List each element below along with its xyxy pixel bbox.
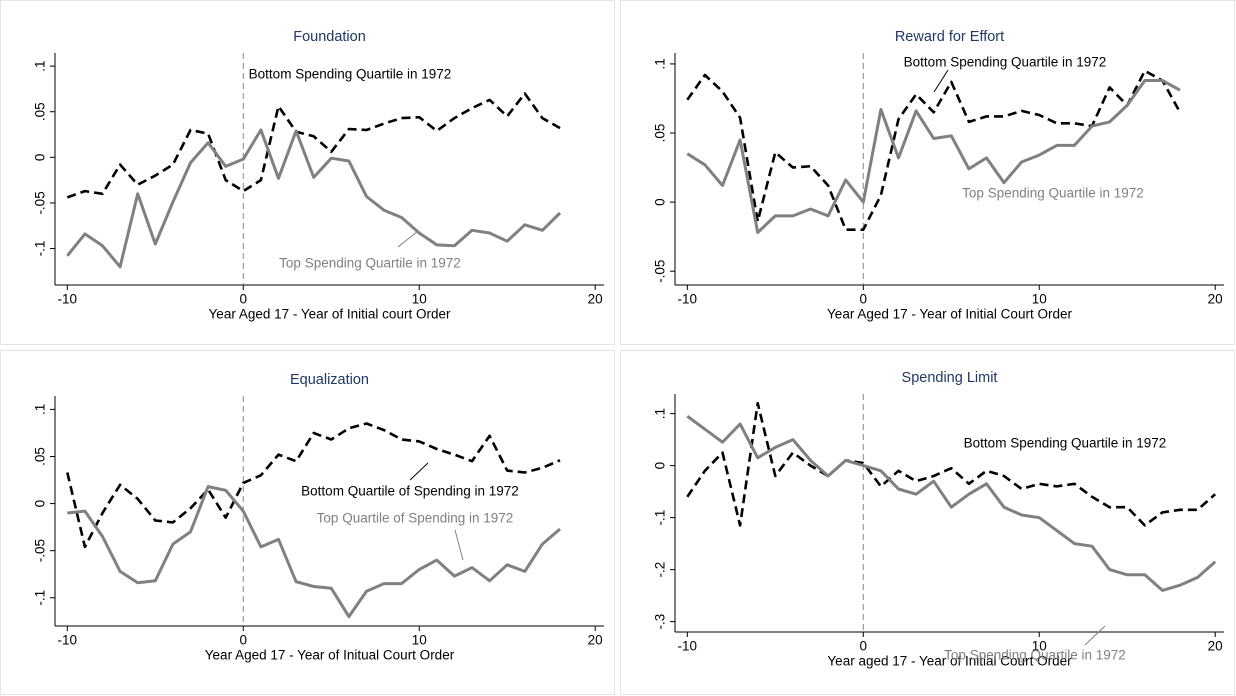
panel-frame (0, 0, 615, 345)
x-tick-label: -10 (678, 292, 698, 307)
x-tick-label: 20 (588, 633, 603, 648)
x-axis-label: Year Aged 17 - Year of Initial court Ord… (209, 307, 451, 322)
y-tick-label: -.1 (33, 241, 48, 257)
series-line (66, 128, 562, 269)
panel-frame (620, 350, 1235, 695)
y-tick-label: 0 (33, 500, 48, 508)
annotation: Bottom Spending Quartile in 1972 (904, 55, 1107, 70)
annotation-pointer (454, 529, 464, 561)
annotation: Top Spending Quartile in 1972 (944, 648, 1126, 663)
annotation-pointer (933, 69, 949, 93)
annotation: Top Quartile of Spending in 1972 (317, 511, 514, 526)
x-tick-label: 10 (1032, 639, 1047, 654)
chart-title: Foundation (293, 29, 366, 45)
y-tick-label: .1 (33, 404, 48, 415)
series-line (66, 422, 561, 549)
y-tick-label: .1 (33, 60, 48, 71)
annotation: Bottom Spending Quartile in 1972 (964, 436, 1167, 451)
y-tick-label: 0 (653, 462, 668, 470)
series-line (686, 69, 1182, 231)
panel: Foundation -.1 -.05 0 .05 .1 -10 0 10 20 Year Aged… (33, 29, 604, 322)
annotation-pointer (397, 230, 419, 248)
y-tick-label: -.2 (653, 562, 668, 578)
y-tick-label: -.1 (653, 510, 668, 526)
x-tick-label: 0 (240, 292, 248, 307)
y-tick-label: .1 (653, 58, 668, 69)
panel: Reward for Effort -.05 0 .05 .1 -10 0 10 20 Year … (653, 29, 1224, 322)
y-tick-label: -.1 (33, 590, 48, 606)
y-tick-label: .05 (33, 102, 48, 121)
annotation: Top Spending Quartile in 1972 (279, 256, 461, 271)
y-tick-label: -.05 (33, 191, 48, 214)
annotation-pointer (1084, 625, 1106, 646)
series-line (686, 414, 1217, 592)
panel: Spending Limit -.3 -.2 -.1 0 .1 -10 0 10 20 Year a… (653, 370, 1224, 669)
x-tick-label: 20 (1208, 292, 1223, 307)
y-tick-label: -.3 (653, 614, 668, 630)
series-line (67, 485, 561, 619)
x-tick-label: 0 (860, 292, 868, 307)
y-tick-label: -.05 (33, 539, 48, 562)
x-tick-label: 0 (240, 633, 248, 648)
annotation: Bottom Quartile of Spending in 1972 (301, 484, 519, 499)
series-line (66, 92, 561, 199)
y-tick-label: .05 (33, 447, 48, 466)
annotation: Bottom Spending Quartile in 1972 (249, 67, 452, 82)
y-tick-label: 0 (33, 154, 48, 162)
x-tick-label: -10 (678, 639, 698, 654)
x-axis-label: Year aged 17 - Year of Initial Court Ord… (827, 654, 1072, 669)
x-tick-label: -10 (58, 633, 78, 648)
panel-frame (620, 0, 1235, 345)
y-tick-label: .1 (653, 408, 668, 419)
chart-title: Reward for Effort (895, 29, 1004, 45)
panel: Equalization -.1 -.05 0 .05 .1 -10 0 10 20 Year Ag… (33, 372, 604, 663)
x-axis-label: Year Aged 17 - Year of Initial Court Ord… (827, 307, 1072, 322)
y-tick-label: 0 (653, 198, 668, 206)
x-tick-label: 20 (588, 292, 603, 307)
x-tick-label: -10 (58, 292, 78, 307)
y-tick-label: -.05 (653, 260, 668, 283)
chart-title: Spending Limit (902, 370, 998, 386)
x-tick-label: 10 (412, 633, 427, 648)
series-line (686, 401, 1217, 527)
x-axis-label: Year Aged 17 - Year of Initual Court Ord… (205, 648, 455, 663)
annotation-pointer (409, 462, 429, 481)
series-line (686, 79, 1181, 234)
annotation: Top Spending Quartile in 1972 (962, 186, 1144, 201)
y-tick-label: .05 (653, 124, 668, 143)
x-tick-label: 10 (1032, 292, 1047, 307)
x-tick-label: 0 (860, 639, 868, 654)
x-tick-label: 20 (1208, 639, 1223, 654)
x-tick-label: 10 (412, 292, 427, 307)
chart-title: Equalization (290, 372, 369, 388)
panel-frame (0, 350, 615, 695)
